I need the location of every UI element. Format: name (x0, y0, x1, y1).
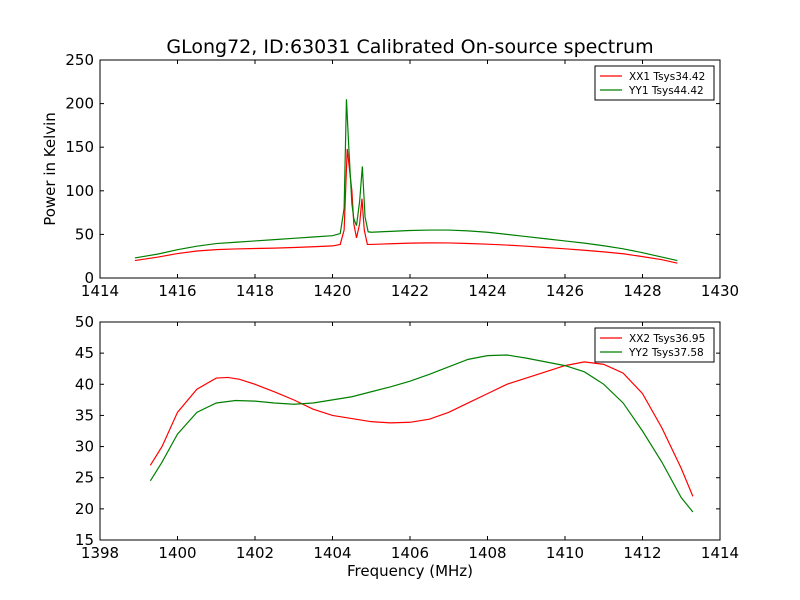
chart1-xlabel: Frequency (MHz) (347, 562, 473, 580)
chart0-xtick-label: 1424 (468, 282, 506, 300)
chart0-legend: XX1 Tsys34.42 YY1 Tsys44.42 (594, 65, 715, 101)
chart0-ytick-label: 250 (65, 51, 94, 69)
chart1-ytick-label: 25 (75, 469, 94, 487)
chart0-ytick-label: 100 (65, 182, 94, 200)
chart0-xtick-label: 1414 (81, 282, 119, 300)
chart0-legend-label-0: XX1 Tsys34.42 (629, 71, 705, 83)
chart0-legend-box (594, 65, 715, 101)
chart0-xtick-label: 1418 (236, 282, 274, 300)
chart1-legend-label-0: XX2 Tsys36.95 (629, 333, 705, 345)
chart0-ytick-label: 0 (84, 269, 94, 287)
chart1-xtick-label: 1402 (236, 544, 274, 562)
chart0-series-0-line (134, 148, 678, 264)
chart1-xtick-label: 1412 (623, 544, 661, 562)
chart1-xtick-label: 1408 (468, 544, 506, 562)
chart1-xtick-label: 1400 (158, 544, 196, 562)
chart0-xtick-label: 1422 (391, 282, 429, 300)
chart1-legend-label-1: YY2 Tsys37.58 (628, 347, 704, 359)
chart1-series-0-line (149, 361, 694, 497)
chart1-legend: XX2 Tsys36.95 YY2 Tsys37.58 (594, 327, 715, 363)
chart1-ytick-label: 40 (75, 375, 94, 393)
chart1-xtick-label: 1398 (81, 544, 119, 562)
chart0-ytick-label: 150 (65, 138, 94, 156)
chart1-ytick-label: 20 (75, 500, 94, 518)
chart0-ytick-label: 50 (75, 225, 94, 243)
chart1-xtick-label: 1414 (701, 544, 739, 562)
chart1-ytick-label: 35 (75, 406, 94, 424)
chart0-xtick-label: 1430 (701, 282, 739, 300)
chart1-xtick-label: 1404 (313, 544, 351, 562)
chart1-legend-box (594, 327, 715, 363)
chart0-xtick-label: 1428 (623, 282, 661, 300)
chart0-ytick-label: 200 (65, 95, 94, 113)
chart0-xtick-label: 1420 (313, 282, 351, 300)
chart0-legend-label-1: YY1 Tsys44.42 (628, 85, 704, 97)
chart1-ytick-label: 15 (75, 531, 94, 549)
chart0-ylabel: Power in Kelvin (41, 112, 59, 226)
top-panel: 1414 1416 1418 1420 1422 1424 1426 1428 1430 0 50 1… (41, 51, 739, 300)
chart0-xtick-label: 1426 (546, 282, 584, 300)
chart0-series-1-line (134, 99, 678, 262)
chart0-xtick-label: 1416 (158, 282, 196, 300)
chart1-ytick-label: 45 (75, 344, 94, 362)
chart1-series-1-line (149, 354, 694, 513)
chart1-ytick-label: 50 (75, 313, 94, 331)
chart1-xtick-label: 1410 (546, 544, 584, 562)
chart1-ytick-label: 30 (75, 438, 94, 456)
bottom-panel: 1398 1400 1402 1404 1406 1408 1410 1412 1414 15 20… (75, 313, 739, 580)
figure-title: GLong72, ID:63031 Calibrated On-source s… (166, 36, 653, 58)
chart1-xtick-label: 1406 (391, 544, 429, 562)
